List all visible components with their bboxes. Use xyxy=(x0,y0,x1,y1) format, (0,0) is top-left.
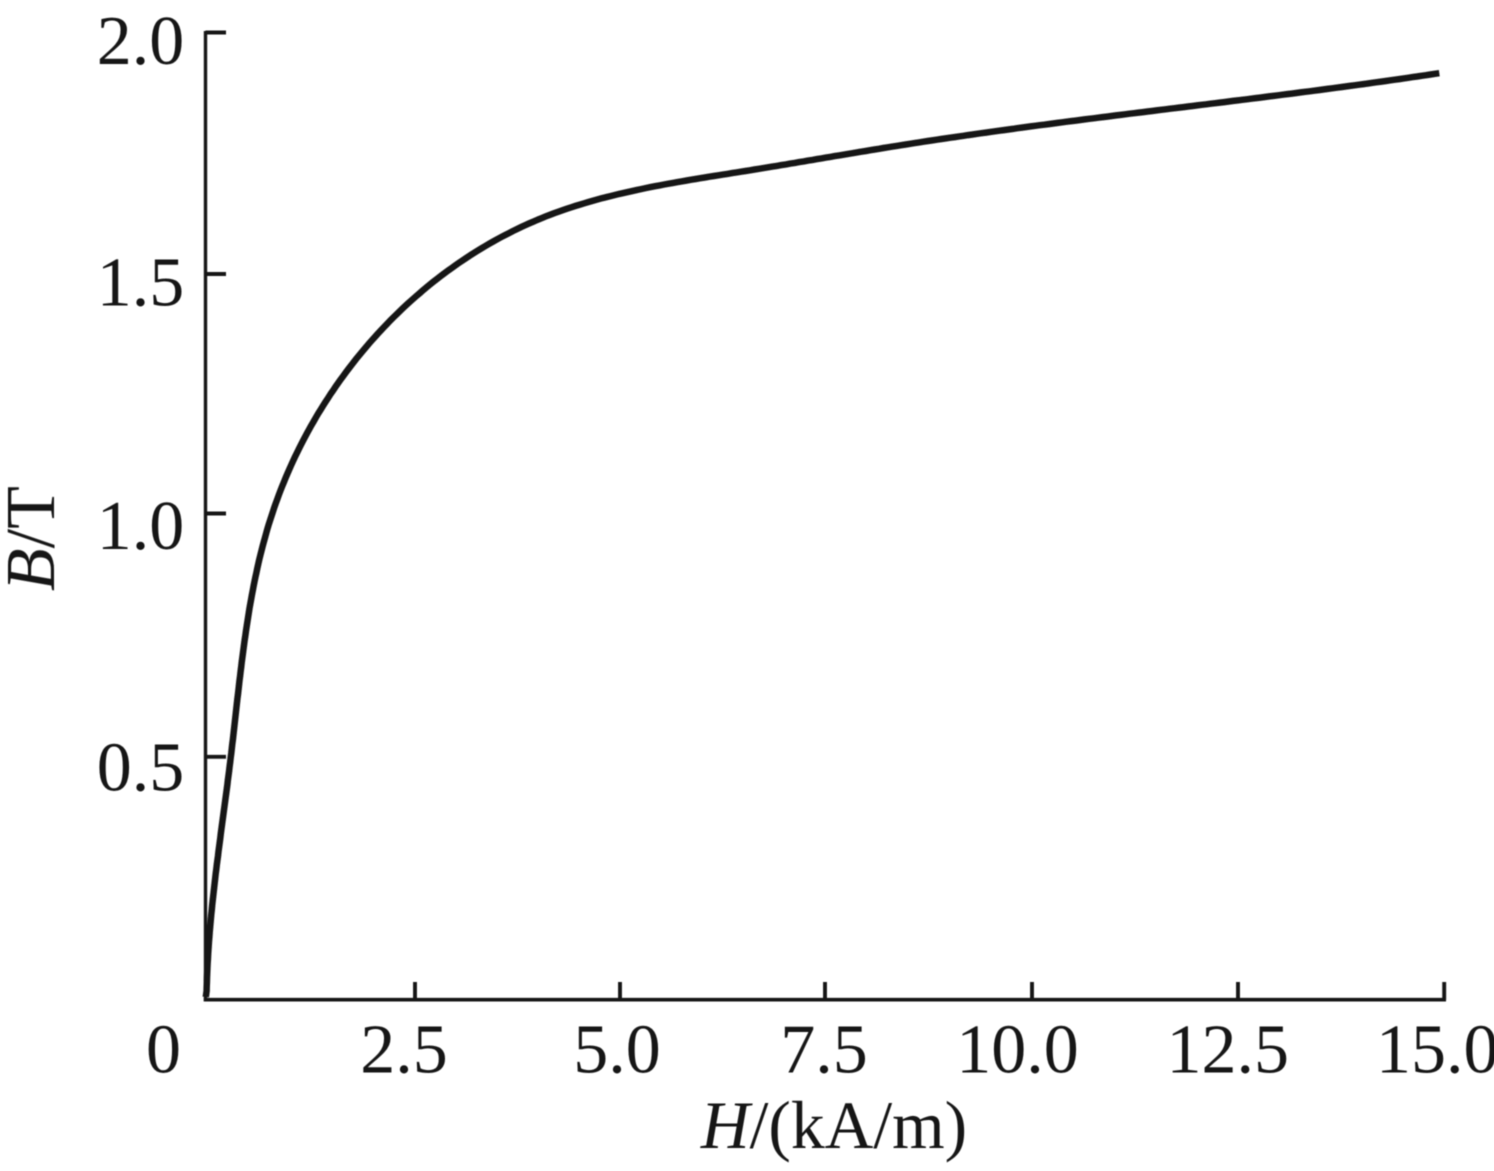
svg-text:12.5: 12.5 xyxy=(1167,1012,1290,1089)
svg-text:10.0: 10.0 xyxy=(956,1012,1079,1089)
svg-text:1.0: 1.0 xyxy=(97,488,185,565)
svg-text:B/T: B/T xyxy=(0,486,70,591)
svg-text:H/(kA/m): H/(kA/m) xyxy=(700,1088,967,1163)
svg-text:1.5: 1.5 xyxy=(97,245,185,322)
svg-text:7.5: 7.5 xyxy=(780,1012,868,1089)
svg-text:0: 0 xyxy=(146,1012,181,1089)
svg-text:2.5: 2.5 xyxy=(360,1012,448,1089)
svg-text:2.0: 2.0 xyxy=(97,3,185,80)
svg-text:0.5: 0.5 xyxy=(97,730,185,807)
svg-text:15.0: 15.0 xyxy=(1376,1012,1494,1089)
svg-text:5.0: 5.0 xyxy=(573,1012,661,1089)
